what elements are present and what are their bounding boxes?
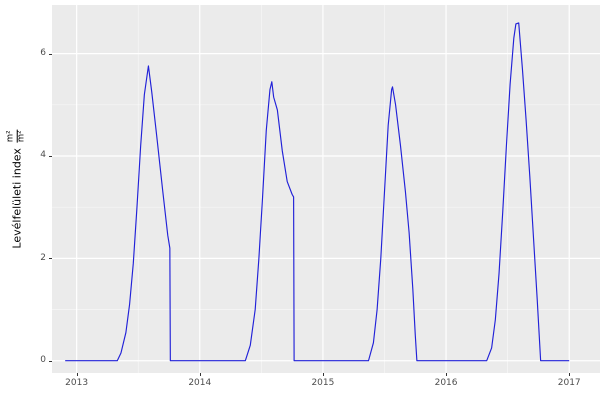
y-axis-tick	[49, 360, 52, 362]
x-axis-tick-label: 2013	[65, 378, 89, 388]
x-axis-tick	[569, 373, 571, 376]
x-axis-tick	[322, 373, 324, 376]
y-axis-tick	[49, 258, 52, 260]
unit-denominator: m²	[16, 130, 27, 143]
y-axis-tick	[49, 155, 52, 157]
x-axis-tick	[76, 373, 78, 376]
y-axis-tick-label: 4	[40, 150, 46, 161]
y-axis-tick-label: 6	[40, 48, 46, 59]
x-axis-tick-label: 2015	[311, 378, 335, 388]
plot-panel	[52, 5, 600, 373]
y-axis-title-text: Levélfelületi index	[10, 148, 24, 249]
y-axis-title: Levélfelületi index m² m²	[6, 129, 28, 249]
x-axis-tick-label: 2016	[434, 378, 458, 388]
x-axis-tick	[199, 373, 201, 376]
y-axis-tick	[49, 53, 52, 55]
y-axis-unit-fraction: m² m²	[6, 129, 28, 144]
y-axis-tick-label: 2	[40, 252, 46, 263]
lai-line-chart	[52, 5, 600, 373]
x-axis-tick	[446, 373, 448, 376]
x-axis-tick-label: 2014	[188, 378, 212, 388]
x-axis-tick-label: 2017	[557, 378, 581, 388]
y-axis-tick-label: 0	[40, 355, 46, 366]
lai-series-line	[65, 22, 570, 362]
